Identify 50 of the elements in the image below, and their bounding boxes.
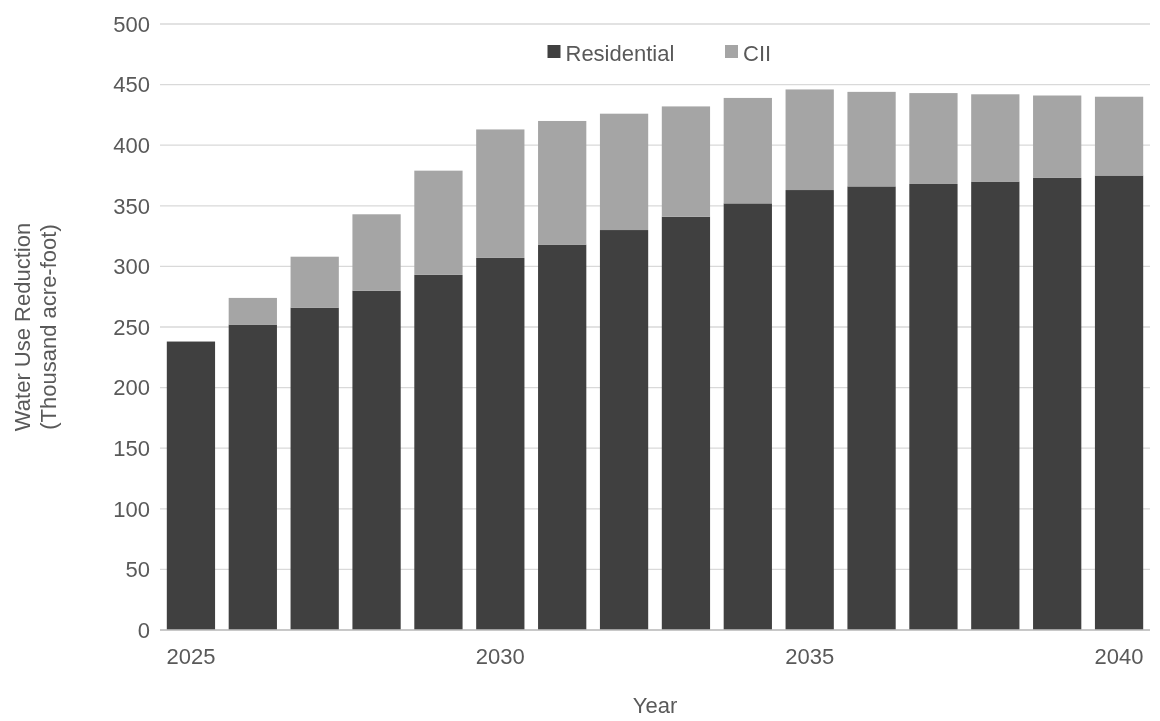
y-tick-label: 150	[113, 435, 150, 461]
y-tick-label: 100	[113, 496, 150, 522]
bar	[228, 324, 277, 630]
bar	[1033, 177, 1082, 630]
y-tick-label: 250	[113, 314, 150, 340]
y-axis-title: Water Use Reduction (Thousand acre-foot)	[10, 222, 61, 432]
bar	[290, 256, 339, 308]
y-tick-label: 350	[113, 193, 150, 219]
bar	[723, 97, 772, 204]
bar	[290, 307, 339, 630]
y-tick-label: 50	[125, 557, 150, 583]
bar	[723, 203, 772, 630]
bar	[166, 341, 216, 630]
bar	[971, 94, 1020, 182]
bar	[414, 170, 463, 275]
bar	[414, 274, 463, 630]
x-tick-label: 2040	[1094, 644, 1144, 669]
x-tick-label: 2035	[785, 644, 835, 669]
bar	[476, 129, 525, 258]
bar	[1033, 95, 1082, 178]
y-tick-label: 400	[113, 132, 150, 158]
bar	[1094, 175, 1144, 630]
legend-label: Residential	[565, 40, 675, 66]
legend-label: CII	[743, 40, 772, 66]
bar	[476, 257, 525, 630]
bar	[785, 89, 834, 191]
x-axis-title: Year	[632, 693, 678, 718]
bar	[971, 181, 1020, 630]
bar	[1094, 96, 1144, 176]
bar	[661, 216, 711, 630]
bar	[847, 186, 896, 630]
bar	[352, 290, 401, 630]
bar	[909, 93, 958, 184]
x-tick-label: 2025	[166, 644, 216, 669]
y-tick-label: 0	[137, 617, 150, 643]
bar	[661, 106, 711, 217]
bar	[909, 183, 958, 630]
bar	[599, 113, 649, 231]
bar	[538, 244, 587, 630]
bar	[785, 190, 834, 630]
y-tick-label: 500	[113, 11, 150, 37]
bar	[847, 91, 896, 187]
bar	[599, 230, 649, 630]
bar	[228, 297, 277, 325]
y-tick-label: 450	[113, 72, 150, 98]
y-tick-label: 300	[113, 254, 150, 280]
y-tick-label: 200	[113, 375, 150, 401]
bar	[538, 120, 587, 245]
x-tick-label: 2030	[475, 644, 525, 669]
bar	[352, 214, 401, 291]
